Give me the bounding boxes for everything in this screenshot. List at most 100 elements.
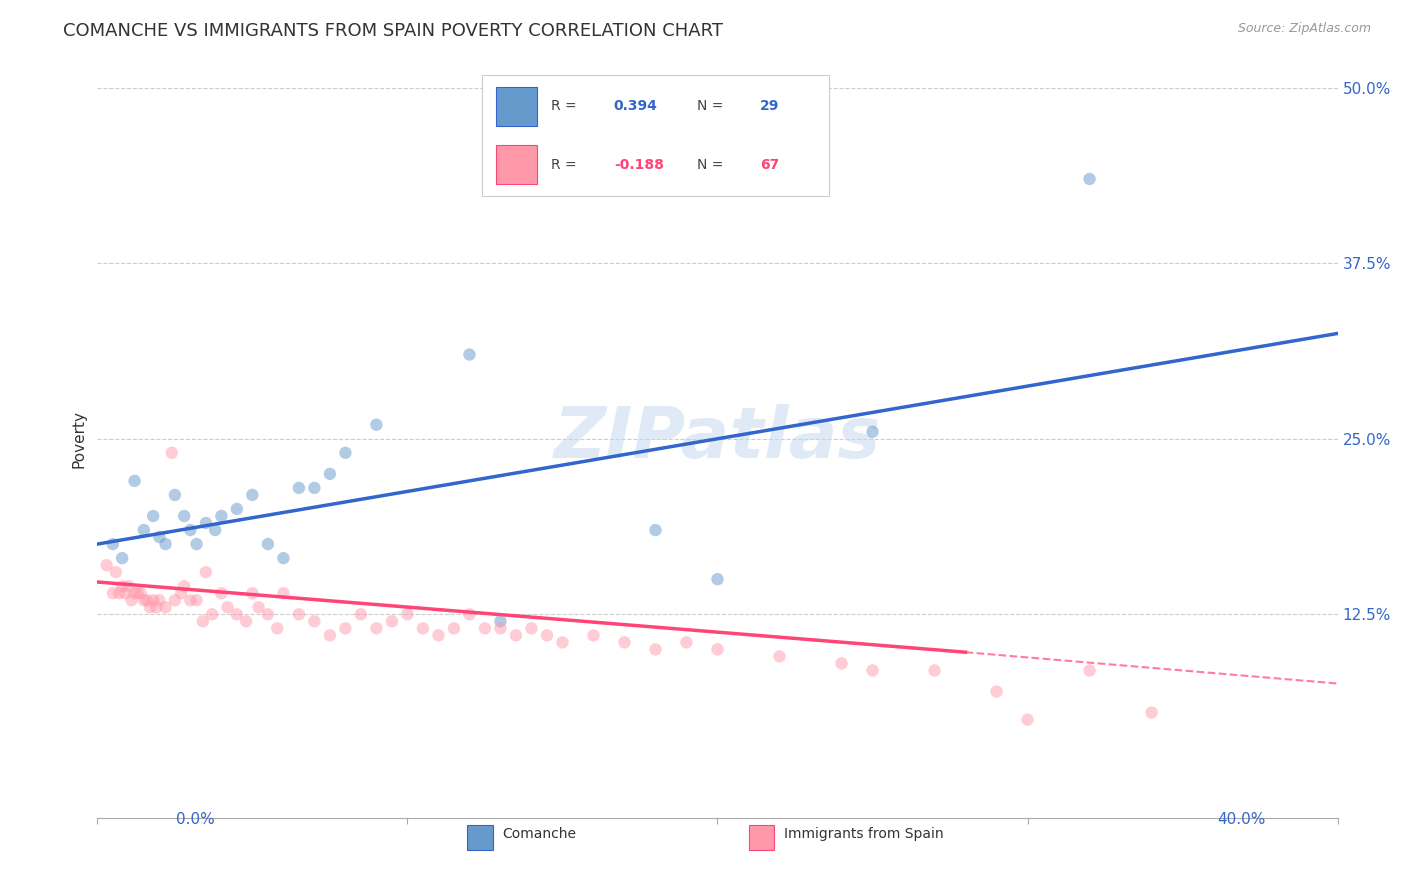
Point: [155, 537, 177, 551]
Point: [474, 621, 496, 635]
Point: [117, 579, 139, 593]
Text: Source: ZipAtlas.com: Source: ZipAtlas.com: [1237, 22, 1371, 36]
Point: [170, 586, 193, 600]
Point: [319, 628, 342, 642]
Point: [101, 537, 124, 551]
Point: [204, 523, 226, 537]
Point: [257, 607, 280, 622]
Point: [101, 586, 124, 600]
Point: [458, 347, 481, 361]
Point: [127, 586, 149, 600]
Text: Comanche: Comanche: [503, 827, 576, 841]
Point: [1078, 172, 1101, 186]
Point: [862, 664, 884, 678]
Point: [582, 628, 605, 642]
Point: [304, 615, 326, 629]
Point: [247, 600, 270, 615]
Point: [489, 621, 512, 635]
Point: [706, 572, 728, 586]
Point: [108, 586, 131, 600]
Point: [173, 508, 195, 523]
Point: [443, 621, 465, 635]
Point: [114, 586, 136, 600]
Point: [273, 586, 295, 600]
Point: [412, 621, 434, 635]
Point: [924, 664, 946, 678]
Point: [242, 488, 264, 502]
Point: [148, 593, 170, 607]
Point: [191, 615, 214, 629]
Point: [366, 621, 388, 635]
Point: [194, 565, 217, 579]
Point: [111, 579, 134, 593]
Text: 40.0%: 40.0%: [1218, 812, 1265, 827]
Point: [458, 607, 481, 622]
Point: [124, 474, 146, 488]
Text: 0.0%: 0.0%: [176, 812, 215, 827]
Point: [160, 446, 183, 460]
Point: [129, 586, 152, 600]
Point: [350, 607, 373, 622]
Point: [163, 593, 186, 607]
Point: [148, 530, 170, 544]
Point: [235, 615, 257, 629]
Point: [136, 593, 159, 607]
Point: [132, 523, 155, 537]
Point: [536, 628, 558, 642]
Point: [186, 537, 208, 551]
Point: [145, 600, 167, 615]
Point: [186, 593, 208, 607]
Point: [489, 615, 512, 629]
Point: [675, 635, 697, 649]
Point: [304, 481, 326, 495]
Point: [366, 417, 388, 432]
Point: [155, 600, 177, 615]
Point: [986, 684, 1008, 698]
Point: [142, 508, 165, 523]
Point: [124, 586, 146, 600]
Point: [120, 593, 142, 607]
Point: [831, 657, 853, 671]
Point: [132, 593, 155, 607]
Point: [266, 621, 288, 635]
Point: [139, 600, 162, 615]
Point: [173, 579, 195, 593]
Point: [644, 523, 666, 537]
Text: Immigrants from Spain: Immigrants from Spain: [785, 827, 943, 841]
Point: [179, 523, 201, 537]
Point: [209, 586, 232, 600]
Point: [288, 481, 311, 495]
Point: [335, 446, 357, 460]
Point: [1140, 706, 1163, 720]
Point: [706, 642, 728, 657]
Point: [225, 502, 247, 516]
Point: [163, 488, 186, 502]
Point: [396, 607, 419, 622]
Point: [201, 607, 224, 622]
Point: [335, 621, 357, 635]
Point: [104, 565, 127, 579]
Point: [273, 551, 295, 566]
Point: [505, 628, 527, 642]
Text: ZIPatlas: ZIPatlas: [554, 404, 882, 474]
Y-axis label: Poverty: Poverty: [72, 409, 86, 467]
Point: [862, 425, 884, 439]
Point: [319, 467, 342, 481]
Point: [551, 635, 574, 649]
Point: [381, 615, 404, 629]
Point: [217, 600, 239, 615]
Point: [427, 628, 450, 642]
Point: [225, 607, 247, 622]
Point: [257, 537, 280, 551]
Point: [209, 508, 232, 523]
Point: [1078, 664, 1101, 678]
Point: [1017, 713, 1039, 727]
Point: [142, 593, 165, 607]
Point: [242, 586, 264, 600]
Point: [96, 558, 118, 573]
Text: COMANCHE VS IMMIGRANTS FROM SPAIN POVERTY CORRELATION CHART: COMANCHE VS IMMIGRANTS FROM SPAIN POVERT…: [63, 22, 723, 40]
Point: [179, 593, 201, 607]
Point: [194, 516, 217, 530]
Point: [613, 635, 636, 649]
Point: [288, 607, 311, 622]
